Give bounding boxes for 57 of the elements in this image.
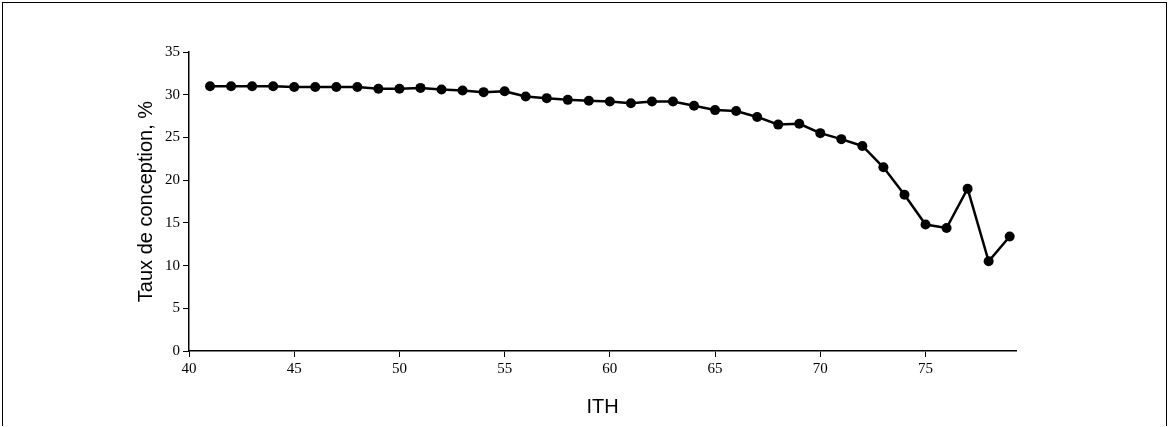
point bbox=[941, 222, 952, 233]
point bbox=[815, 128, 826, 139]
point bbox=[1004, 231, 1015, 242]
point bbox=[436, 84, 447, 95]
y-tick-label: 20 bbox=[165, 171, 180, 188]
point bbox=[268, 81, 279, 92]
x-tick-label: 75 bbox=[918, 359, 934, 376]
point bbox=[794, 118, 805, 129]
y-tick-label: 5 bbox=[172, 299, 180, 316]
point bbox=[541, 93, 552, 104]
y-tick-label: 0 bbox=[172, 341, 180, 358]
point bbox=[499, 86, 510, 97]
point bbox=[562, 94, 573, 105]
x-tick-label: 60 bbox=[602, 359, 618, 376]
point bbox=[625, 98, 636, 109]
point bbox=[836, 134, 847, 145]
point bbox=[899, 189, 910, 200]
x-tick-label: 45 bbox=[286, 359, 302, 376]
x-tick-label: 50 bbox=[391, 359, 407, 376]
point bbox=[478, 87, 489, 98]
point bbox=[920, 219, 931, 230]
x-tick-label: 70 bbox=[812, 359, 828, 376]
point bbox=[205, 81, 216, 92]
point bbox=[962, 183, 973, 194]
point bbox=[352, 82, 363, 93]
x-tick-label: 40 bbox=[181, 359, 197, 376]
point bbox=[752, 111, 763, 122]
y-tick-label: 15 bbox=[165, 213, 180, 230]
point bbox=[983, 256, 994, 267]
y-tick-label: 35 bbox=[165, 42, 180, 59]
y-tick-label: 25 bbox=[165, 128, 180, 145]
point bbox=[394, 83, 405, 94]
point bbox=[226, 81, 237, 92]
point bbox=[668, 96, 678, 107]
point bbox=[878, 162, 889, 173]
point bbox=[857, 140, 868, 151]
x-tick-label: 55 bbox=[497, 359, 513, 376]
point bbox=[331, 82, 342, 93]
point bbox=[457, 85, 468, 96]
point bbox=[604, 96, 615, 107]
point bbox=[373, 83, 384, 94]
point bbox=[773, 119, 784, 130]
point bbox=[289, 82, 300, 93]
point bbox=[646, 96, 657, 107]
point bbox=[689, 100, 700, 111]
y-tick-label: 30 bbox=[165, 85, 180, 102]
point bbox=[583, 95, 594, 106]
x-axis-title: ITH bbox=[586, 394, 619, 417]
y-tick-label: 10 bbox=[165, 256, 180, 273]
point bbox=[731, 105, 742, 116]
point bbox=[710, 105, 721, 116]
point bbox=[520, 91, 531, 102]
point bbox=[310, 82, 321, 93]
point bbox=[247, 81, 258, 92]
y-axis-title: Taux de conception, % bbox=[133, 100, 156, 303]
x-tick-label: 65 bbox=[707, 359, 723, 376]
point bbox=[415, 82, 426, 93]
